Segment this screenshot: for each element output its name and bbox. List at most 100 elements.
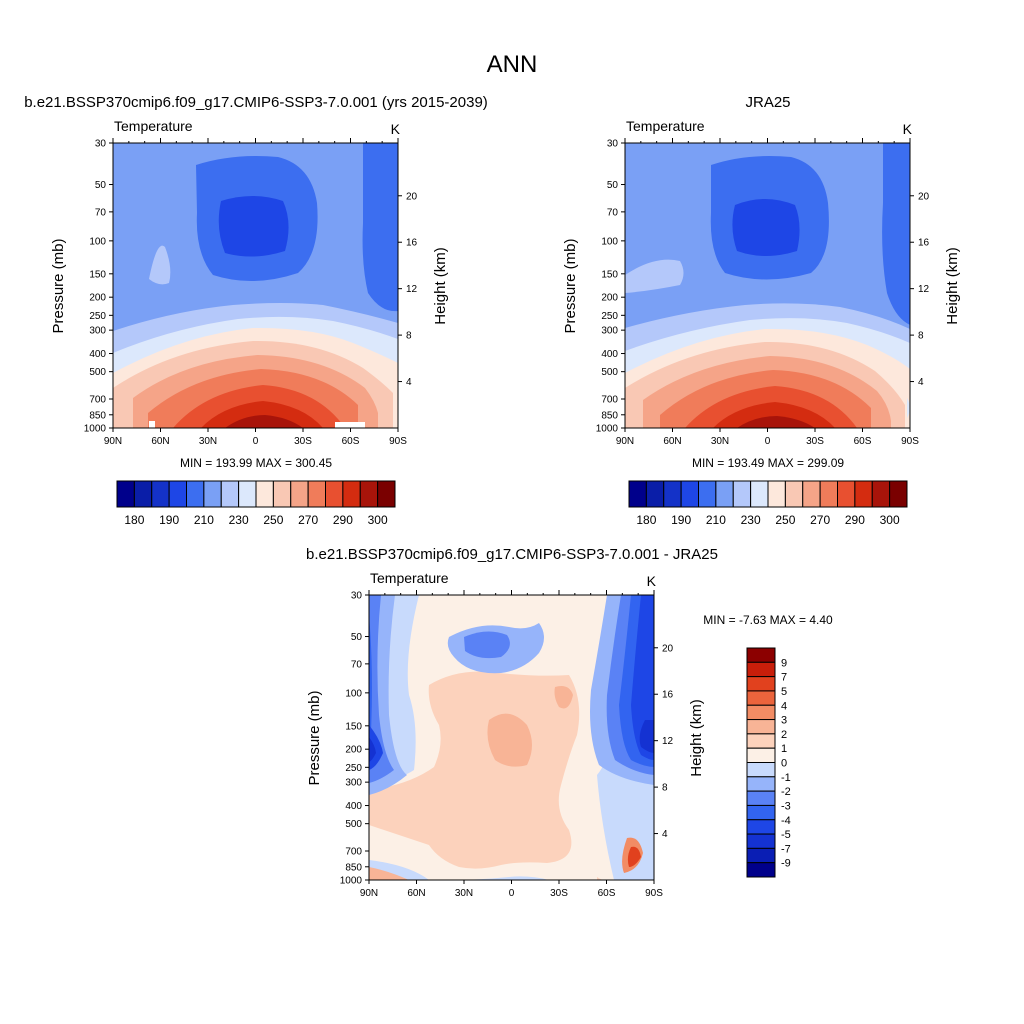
colorbar-swatch — [746, 804, 776, 821]
colorbar-swatch — [746, 704, 776, 721]
colorbar-swatch — [784, 480, 804, 508]
colorbar-label: -2 — [781, 786, 791, 798]
height-tick-label: 20 — [918, 191, 930, 202]
panel-3-variable-label: Temperature — [370, 570, 449, 586]
pressure-tick-label: 1000 — [84, 424, 107, 435]
colorbar-swatch — [746, 762, 776, 778]
colorbar-swatch — [220, 480, 240, 508]
pressure-tick-label: 100 — [601, 236, 618, 247]
pressure-tick-label: 30 — [351, 591, 363, 602]
panel-3-axes: 3050701001502002503004005007008501000481… — [340, 590, 674, 899]
panel-2: JRA25 Temperature K 30507010015020025030… — [562, 94, 961, 470]
colorbar-label: 2 — [781, 729, 787, 741]
colorbar-swatch — [290, 480, 309, 508]
pressure-tick-label: 850 — [601, 410, 618, 421]
pressure-tick-label: 200 — [345, 745, 362, 756]
lat-tick-label: 60N — [151, 436, 169, 447]
panel-3-ylabel: Pressure (mb) — [306, 690, 323, 785]
height-tick-label: 20 — [406, 191, 418, 202]
lat-tick-label: 30S — [294, 436, 312, 447]
pressure-tick-label: 850 — [345, 862, 362, 873]
pressure-tick-label: 500 — [601, 367, 618, 378]
panel-2-stats: MIN = 193.49 MAX = 299.09 — [692, 456, 844, 470]
colorbar-swatch — [746, 661, 776, 678]
pressure-tick-label: 250 — [345, 763, 362, 774]
colorbar-label: 3 — [781, 715, 787, 727]
panel-2-title: JRA25 — [745, 94, 790, 111]
panel-1-axes: 3050701001502002503004005007008501000481… — [84, 138, 418, 447]
panel-3-plot-area — [369, 595, 654, 880]
colorbar-label: -7 — [781, 843, 791, 855]
pressure-tick-label: 150 — [89, 269, 106, 280]
colorbar-swatch — [746, 833, 776, 849]
pressure-tick-label: 70 — [95, 207, 107, 218]
pressure-tick-label: 400 — [345, 801, 362, 812]
panel-1-stats: MIN = 193.99 MAX = 300.45 — [180, 456, 332, 470]
colorbar-swatch — [272, 480, 292, 508]
height-tick-label: 8 — [918, 331, 924, 342]
colorbar-swatch — [307, 480, 326, 508]
colorbar-swatch — [746, 776, 776, 792]
panel-1-y2label: Height (km) — [432, 247, 449, 325]
colorbar-label: 210 — [706, 513, 726, 527]
height-tick-label: 12 — [406, 284, 418, 295]
panel-1: b.e21.BSSP370cmip6.f09_g17.CMIP6-SSP3-7.… — [24, 94, 488, 470]
pressure-tick-label: 250 — [89, 311, 106, 322]
colorbar-swatch — [151, 480, 170, 508]
colorbar-label: -9 — [781, 858, 791, 870]
pressure-tick-label: 850 — [89, 410, 106, 421]
pressure-tick-label: 50 — [95, 180, 107, 191]
lat-tick-label: 90S — [389, 436, 407, 447]
panel-2-ylabel: Pressure (mb) — [562, 238, 579, 333]
colorbar-swatch — [750, 480, 769, 508]
colorbar-swatch — [837, 480, 856, 508]
colorbar-swatch — [746, 719, 776, 735]
lat-tick-label: 30N — [455, 888, 473, 899]
colorbar-swatch — [238, 480, 257, 508]
colorbar-swatch — [746, 690, 776, 706]
height-tick-label: 12 — [918, 284, 930, 295]
colorbar-swatch — [698, 480, 717, 508]
pressure-tick-label: 70 — [351, 659, 363, 670]
pressure-tick-label: 70 — [607, 207, 619, 218]
pressure-tick-label: 400 — [601, 349, 618, 360]
lat-tick-label: 30S — [806, 436, 824, 447]
colorbar-swatch — [746, 819, 776, 835]
colorbar-label: 230 — [741, 513, 761, 527]
lat-tick-label: 90N — [360, 888, 378, 899]
colorbar-label: 230 — [229, 513, 249, 527]
colorbar-swatch — [746, 747, 776, 763]
pressure-tick-label: 300 — [345, 778, 362, 789]
colorbar-label: -4 — [781, 815, 791, 827]
colorbar-label: 5 — [781, 686, 787, 698]
colorbar-label: 300 — [880, 513, 900, 527]
colorbar-label: -1 — [781, 772, 791, 784]
colorbar-swatch — [203, 480, 222, 508]
pressure-tick-label: 30 — [607, 139, 619, 150]
height-tick-label: 8 — [406, 331, 412, 342]
colorbar-label: 9 — [781, 657, 787, 669]
lat-tick-label: 90S — [901, 436, 919, 447]
pressure-tick-label: 1000 — [596, 424, 619, 435]
colorbar-swatch — [715, 480, 734, 508]
pressure-tick-label: 200 — [601, 293, 618, 304]
pressure-tick-label: 100 — [89, 236, 106, 247]
lat-tick-label: 90N — [104, 436, 122, 447]
panel-2-y2label: Height (km) — [944, 247, 961, 325]
colorbar-swatch — [342, 480, 361, 508]
panel-2-plot-area — [625, 143, 910, 428]
pressure-tick-label: 100 — [345, 688, 362, 699]
colorbar-swatch — [133, 480, 153, 508]
colorbar-label: 190 — [159, 513, 179, 527]
colorbar-swatch — [116, 480, 135, 508]
lat-tick-label: 30S — [550, 888, 568, 899]
colorbar-swatch — [325, 480, 344, 508]
pressure-tick-label: 400 — [89, 349, 106, 360]
colorbar-label: 180 — [636, 513, 656, 527]
colorbar-swatch — [628, 480, 647, 508]
panel-1-title: b.e21.BSSP370cmip6.f09_g17.CMIP6-SSP3-7.… — [24, 94, 488, 111]
colorbar-label: 250 — [775, 513, 795, 527]
colorbar-swatch — [746, 647, 776, 663]
panel-1-ylabel: Pressure (mb) — [50, 238, 67, 333]
pressure-tick-label: 50 — [607, 180, 619, 191]
